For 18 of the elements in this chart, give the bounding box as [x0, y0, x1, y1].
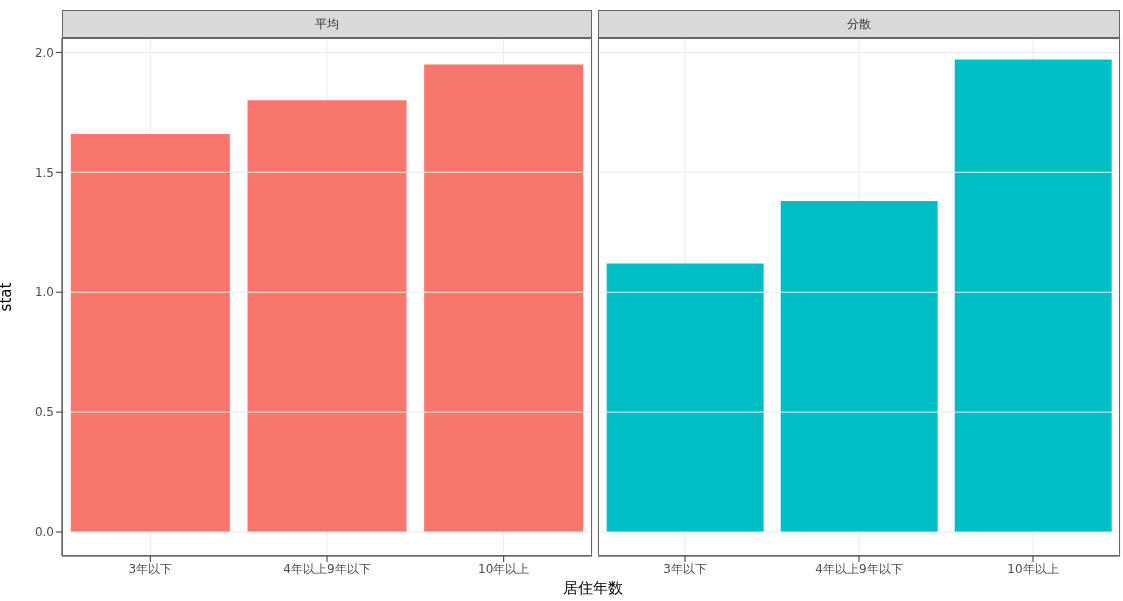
y-tick-label: 1.5 [34, 165, 54, 180]
bar [424, 64, 584, 533]
x-tick-label: 10年以上 [478, 561, 530, 576]
x-tick-label: 3年以下 [128, 561, 173, 576]
y-tick-label: 0.0 [34, 525, 54, 540]
bar [70, 133, 230, 533]
y-tick-label: 0.5 [34, 405, 54, 420]
y-tick-label: 1.0 [34, 285, 54, 300]
x-axis-title: 居住年数 [561, 579, 624, 598]
y-tick-label: 2.0 [34, 45, 54, 60]
y-axis-title: stat [0, 282, 16, 312]
x-tick-label: 4年以上9年以下 [283, 561, 371, 576]
chart-title: 分散 [598, 10, 1120, 38]
x-tick-label: 3年以下 [663, 561, 707, 576]
x-tick-label: 4年以上9年以下 [815, 561, 903, 576]
x-tick-label: 10年以上 [1007, 561, 1059, 576]
bar [247, 100, 407, 533]
chart-title: 平均 [62, 10, 592, 38]
